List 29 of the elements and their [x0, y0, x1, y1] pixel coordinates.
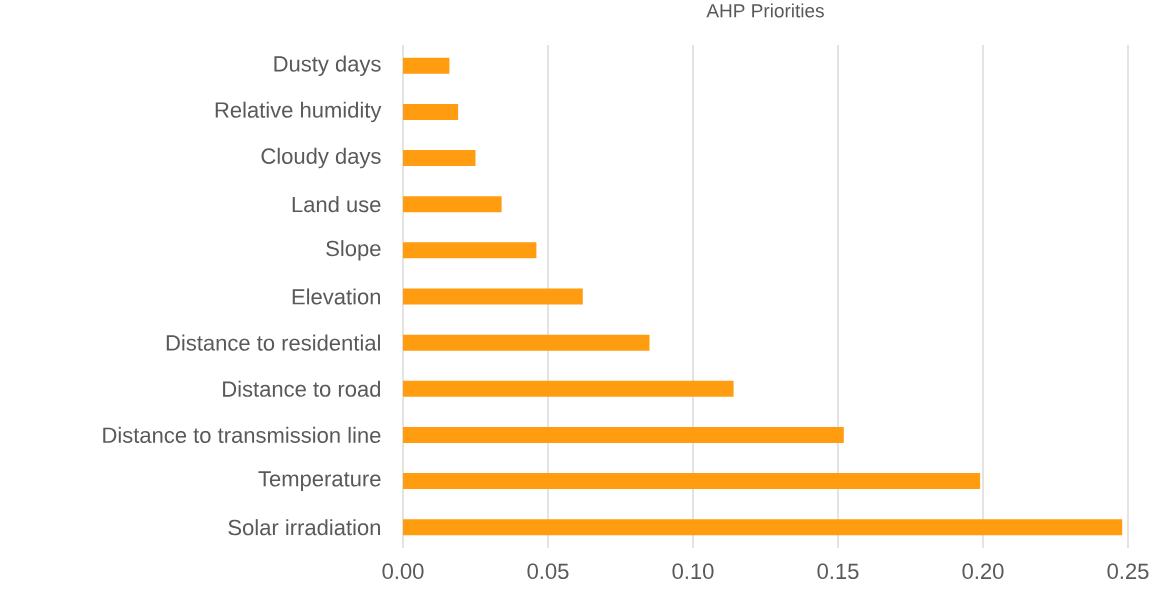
y-tick-label: Temperature — [258, 471, 381, 491]
bar — [403, 519, 1123, 536]
y-tick-label: Dusty days — [274, 55, 381, 77]
bar — [403, 380, 734, 397]
x-tick-label: 0.05 — [527, 563, 569, 580]
y-tick-label: Slope — [326, 240, 381, 261]
bar — [403, 242, 537, 259]
y-tick-label: Elevation — [292, 288, 381, 305]
y-tick-label: Solar irradiation — [228, 519, 380, 536]
bar — [403, 334, 650, 351]
x-tick-label: 0.10 — [672, 563, 714, 580]
y-tick-label: Land use — [292, 196, 381, 213]
y-tick-label: Cloudy days — [261, 147, 381, 169]
y-tick-label: Distance to residential — [166, 334, 380, 351]
bar — [403, 196, 502, 213]
y-tick-label: Distance to road — [223, 380, 381, 397]
y-tick-label: Distance to transmission line — [103, 426, 381, 444]
x-tick-label: 0.15 — [817, 563, 859, 580]
chart-title: AHP Priorities — [706, 3, 824, 18]
bar — [403, 103, 459, 120]
bar — [403, 426, 844, 443]
bar — [403, 150, 476, 167]
y-tick-label: Relative humidity — [215, 101, 382, 123]
bar — [403, 288, 583, 305]
bar — [403, 473, 981, 490]
x-tick-label: 0.20 — [962, 563, 1004, 580]
x-tick-label: 0.25 — [1107, 563, 1149, 580]
bar — [403, 57, 450, 74]
x-tick-label: 0.00 — [382, 563, 424, 580]
